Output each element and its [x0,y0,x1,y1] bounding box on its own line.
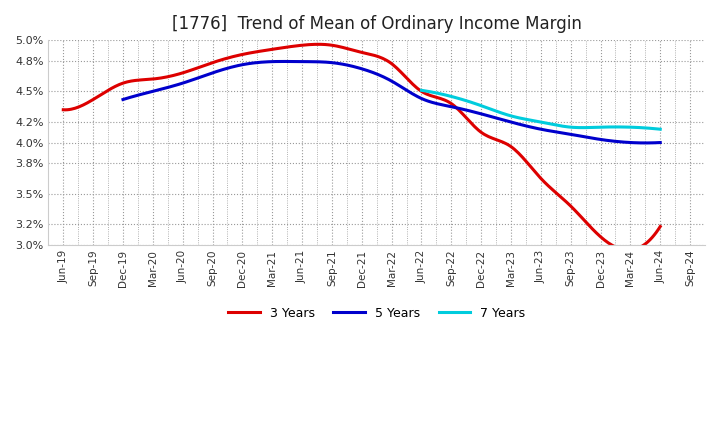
7 Years [634,125,642,130]
5 Years [119,97,127,102]
7 Years [559,124,568,129]
Title: [1776]  Trend of Mean of Ordinary Income Margin: [1776] Trend of Mean of Ordinary Income … [172,15,582,33]
Legend: 3 Years, 5 Years, 7 Years: 3 Years, 5 Years, 7 Years [223,302,530,325]
3 Years [602,239,611,244]
7 Years [417,88,426,93]
7 Years [618,125,627,130]
7 Years [559,124,567,129]
5 Years [438,103,447,108]
3 Years [656,224,665,229]
7 Years [656,127,665,132]
Line: 5 Years: 5 Years [123,62,660,143]
5 Years [441,103,449,108]
3 Years [59,107,68,112]
5 Years [279,59,287,64]
5 Years [608,138,616,143]
3 Years [564,201,572,206]
3 Years [426,93,435,98]
3 Years [416,88,425,93]
3 Years [414,87,423,92]
7 Years [563,124,572,129]
7 Years [418,88,426,93]
Line: 3 Years: 3 Years [63,44,660,250]
3 Years [624,248,633,253]
5 Years [120,96,129,102]
5 Years [656,140,665,145]
3 Years [61,107,70,113]
Line: 7 Years: 7 Years [421,90,660,129]
5 Years [449,105,458,110]
3 Years [315,42,323,47]
5 Years [642,140,650,146]
5 Years [573,133,582,138]
